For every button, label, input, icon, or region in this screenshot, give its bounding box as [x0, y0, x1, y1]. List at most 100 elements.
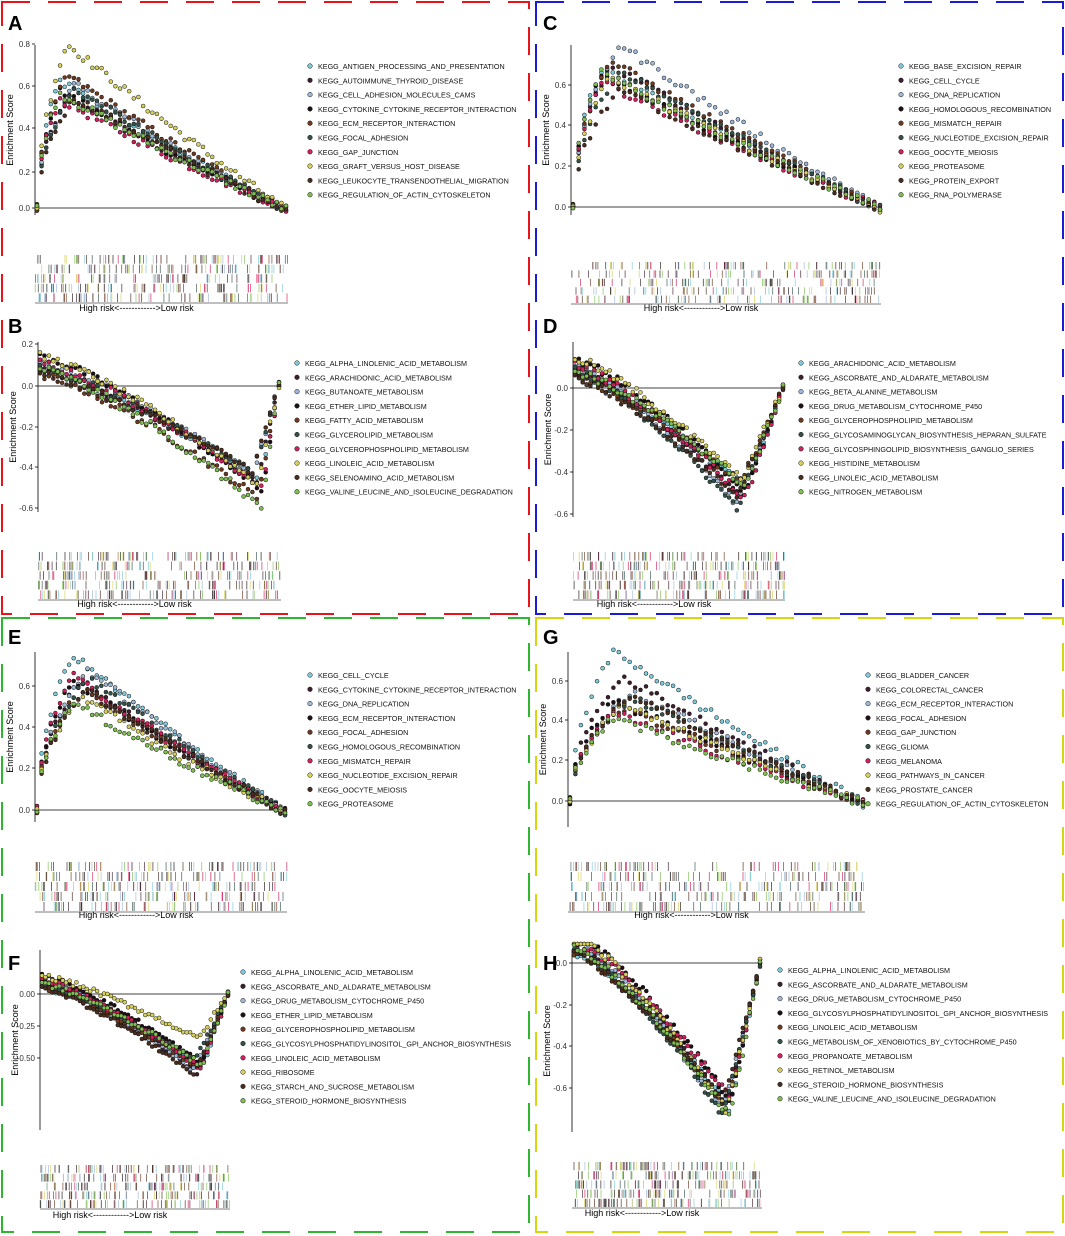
point [695, 118, 701, 123]
point [108, 404, 114, 409]
point [170, 439, 176, 445]
legend-marker [307, 672, 313, 678]
point [610, 55, 616, 60]
point [576, 375, 582, 381]
point [139, 420, 145, 425]
point [580, 374, 585, 380]
point [80, 657, 86, 663]
point [722, 483, 728, 488]
point [90, 97, 95, 102]
point [228, 479, 233, 485]
point [273, 807, 279, 813]
point [77, 373, 83, 378]
point [117, 391, 122, 397]
point [667, 102, 672, 108]
point [139, 397, 145, 403]
point [703, 443, 709, 449]
point [163, 145, 169, 150]
point [809, 178, 815, 183]
point [657, 412, 662, 417]
point [209, 777, 214, 782]
point [724, 109, 729, 115]
legend-marker [294, 417, 300, 423]
point [131, 139, 137, 145]
point [204, 756, 210, 762]
point [80, 107, 86, 112]
point [197, 458, 202, 464]
point [46, 370, 52, 375]
point [621, 81, 627, 86]
point [200, 773, 205, 778]
point [210, 464, 215, 469]
point [690, 121, 695, 126]
point [177, 744, 182, 749]
point [638, 413, 643, 418]
point [71, 695, 76, 700]
point [712, 131, 718, 136]
point [43, 145, 49, 151]
point [183, 450, 189, 455]
point [177, 130, 183, 135]
point [53, 737, 58, 743]
point [42, 368, 47, 373]
legend-marker [307, 177, 313, 183]
point [182, 151, 187, 156]
point [209, 757, 214, 762]
point [161, 416, 167, 422]
point [661, 422, 666, 428]
point [64, 382, 69, 387]
point [769, 143, 775, 148]
point [742, 492, 747, 498]
point [177, 148, 183, 154]
point [149, 746, 155, 751]
point [34, 809, 40, 815]
legend-marker [307, 729, 313, 735]
point [837, 185, 843, 190]
point [724, 131, 729, 136]
point [218, 779, 223, 784]
point [48, 136, 54, 142]
point [746, 152, 752, 157]
point [55, 379, 60, 384]
point [89, 676, 95, 681]
point [786, 167, 792, 173]
point [781, 168, 786, 173]
point [57, 119, 63, 124]
point [112, 1003, 117, 1008]
point [722, 470, 728, 476]
point [71, 701, 76, 707]
legend-label: KEGG_PROTEIN_EXPORT [909, 176, 1000, 185]
point [726, 478, 732, 483]
point [86, 391, 91, 397]
point [673, 117, 678, 122]
point [48, 132, 54, 138]
legend-marker [294, 489, 300, 495]
point [254, 453, 260, 459]
point [95, 393, 100, 399]
point [582, 142, 587, 148]
point [701, 130, 707, 136]
point [738, 494, 743, 500]
legend-label: KEGG_REGULATION_OF_ACTIN_CYTOSKELETON [318, 191, 491, 200]
point [62, 93, 67, 98]
point [734, 499, 740, 505]
point [85, 705, 90, 710]
point [259, 465, 264, 471]
legend-marker [898, 120, 904, 126]
point [724, 137, 729, 143]
point [726, 463, 732, 468]
point [667, 97, 672, 103]
point [649, 416, 655, 422]
point [272, 395, 277, 401]
point [645, 416, 651, 421]
point [108, 704, 113, 710]
point [616, 76, 621, 81]
point [741, 133, 746, 138]
point [48, 120, 54, 126]
point [53, 729, 58, 734]
point [274, 199, 280, 205]
point [177, 748, 182, 753]
point [592, 376, 597, 382]
point [158, 725, 164, 731]
point [85, 666, 90, 671]
